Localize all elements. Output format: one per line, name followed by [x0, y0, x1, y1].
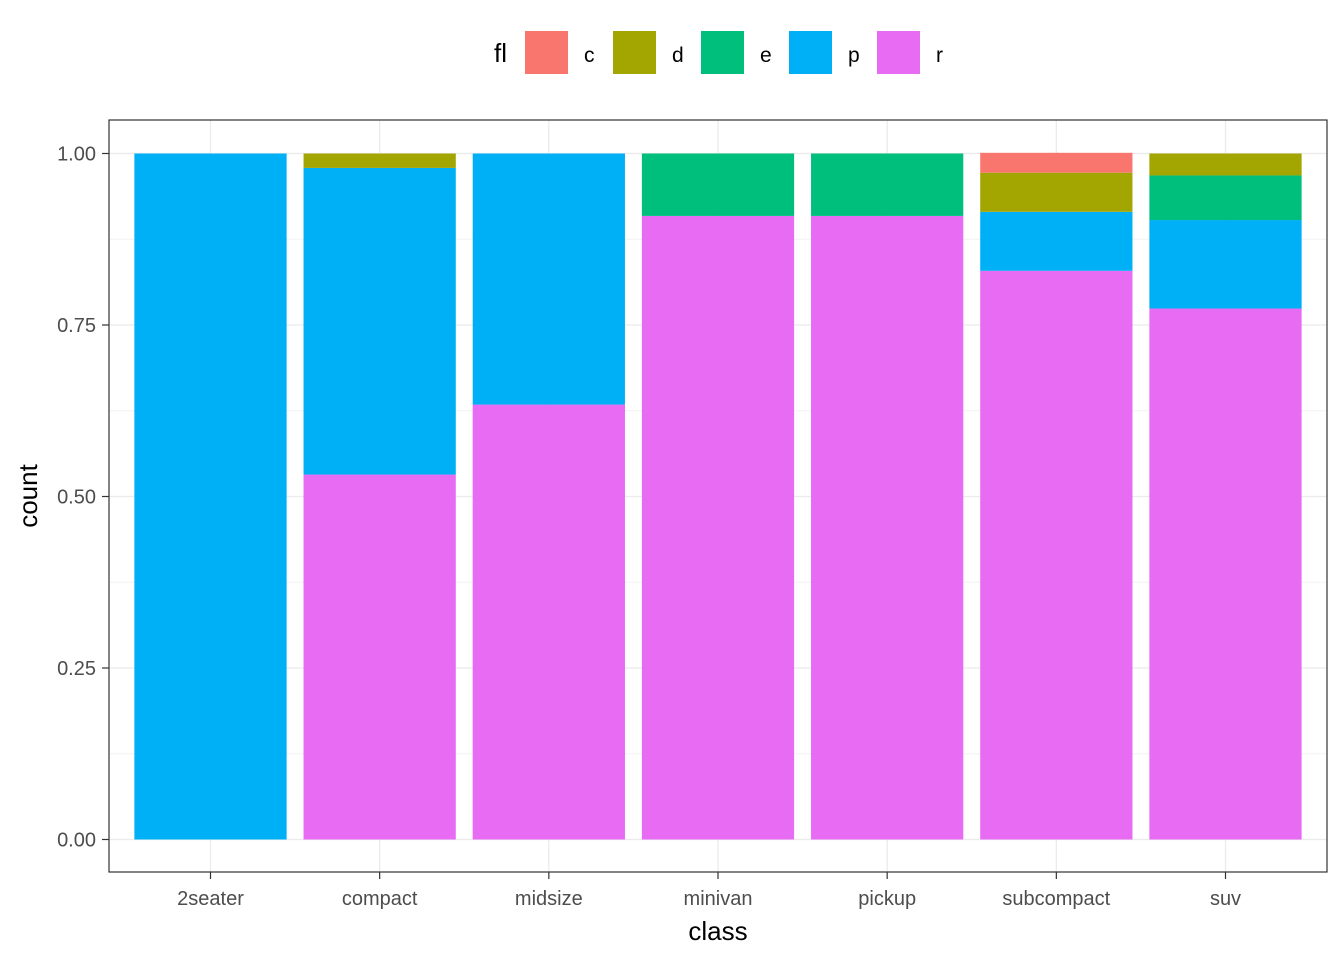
y-tick-label: 1.00	[57, 144, 96, 166]
bar-segment-suv-e	[1149, 175, 1302, 221]
legend-label-d: d	[672, 44, 684, 67]
bar-segment-midsize-r	[472, 404, 625, 840]
x-tick-label-midsize: midsize	[515, 888, 583, 910]
x-tick-label-subcompact: subcompact	[1002, 888, 1110, 910]
bar-segment-compact-d	[303, 153, 456, 168]
y-tick-label: 0.75	[57, 315, 96, 337]
bar-segment-subcompact-p	[980, 211, 1133, 271]
y-tick-label: 0.00	[57, 830, 96, 852]
legend-label-p: p	[848, 44, 860, 67]
x-tick-label-2seater: 2seater	[177, 888, 244, 910]
bars	[134, 152, 1302, 840]
y-axis: 0.00 0.25 0.50 0.75 1.00	[57, 144, 109, 852]
x-axis: 2seater compact midsize minivan pickup subcom…	[177, 872, 1241, 910]
x-tick-label-minivan: minivan	[684, 888, 753, 910]
legend-label-r: r	[936, 44, 943, 67]
bar-segment-compact-r	[303, 474, 456, 840]
bar-segment-minivan-r	[641, 215, 795, 840]
legend-key-r	[877, 31, 920, 74]
bar-segment-midsize-p	[472, 153, 625, 405]
bar-segment-subcompact-r	[980, 270, 1133, 840]
x-tick-label-compact: compact	[342, 888, 418, 910]
x-tick-label-pickup: pickup	[858, 888, 916, 910]
legend-title: fl	[494, 38, 507, 68]
bar-segment-pickup-e	[811, 153, 964, 216]
legend-key-p	[789, 31, 832, 74]
y-tick-label: 0.25	[57, 658, 96, 680]
y-axis-title: count	[13, 463, 43, 527]
legend-key-c	[525, 31, 568, 74]
legend-key-d	[613, 31, 656, 74]
bar-segment-suv-d	[1149, 153, 1302, 176]
bar-segment-compact-p	[303, 167, 456, 475]
bar-segment-minivan-e	[641, 153, 795, 216]
bar-segment-subcompact-c	[980, 152, 1133, 173]
bar-segment-2seater-p	[134, 153, 287, 840]
legend-label-e: e	[760, 44, 772, 67]
legend-label-c: c	[584, 44, 595, 67]
bar-segment-suv-p	[1149, 220, 1302, 309]
x-axis-title: class	[688, 916, 747, 946]
bar-segment-pickup-r	[811, 215, 964, 840]
legend-key-e	[701, 31, 744, 74]
legend: fl c d e p r	[494, 31, 943, 74]
bar-segment-suv-r	[1149, 308, 1302, 840]
y-tick-label: 0.50	[57, 487, 96, 509]
bar-segment-subcompact-d	[980, 172, 1133, 212]
x-tick-label-suv: suv	[1210, 888, 1241, 910]
